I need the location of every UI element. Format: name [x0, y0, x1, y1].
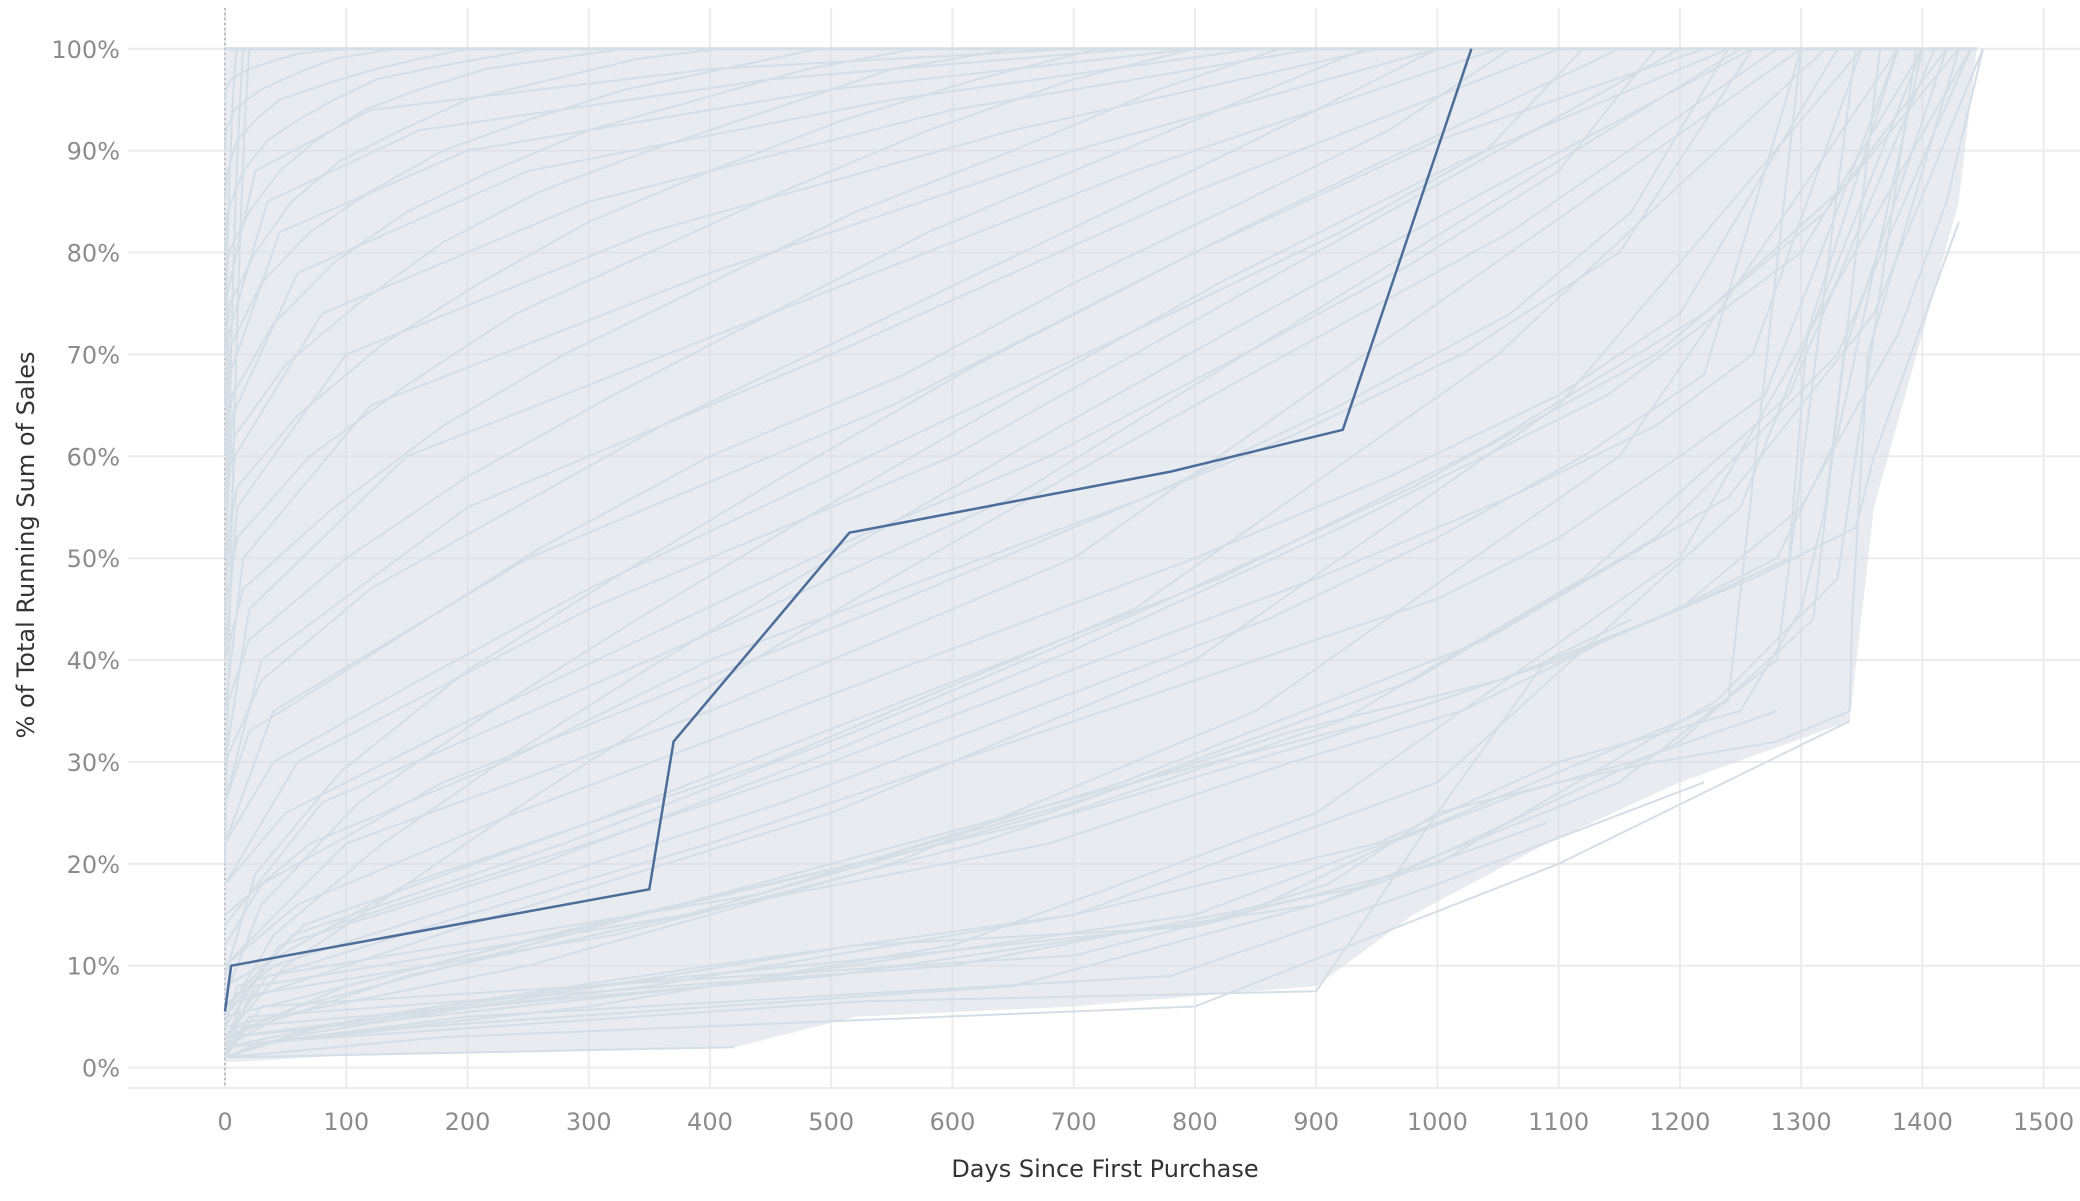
x-tick-label: 1500 [2013, 1108, 2074, 1136]
background-series-line [224, 47, 1438, 763]
x-tick-label: 1200 [1649, 1108, 1710, 1136]
background-series-line [224, 48, 1803, 1008]
background-series-line [224, 47, 1196, 610]
background-series-line [224, 47, 917, 457]
background-series-line [224, 48, 239, 355]
background-series-line [224, 47, 1560, 803]
background-series-line [224, 48, 1936, 1048]
background-series-line [224, 47, 1742, 926]
y-tick-label: 40% [67, 647, 120, 675]
background-series-line [224, 1046, 735, 1059]
background-series-line [224, 48, 1584, 845]
y-tick-label: 50% [67, 545, 120, 573]
y-tick-label: 100% [51, 36, 120, 64]
highlighted-series-group [223, 48, 1473, 1012]
background-series-line [224, 47, 1511, 804]
x-tick-label: 0 [217, 1108, 232, 1136]
background-series-line [224, 47, 1705, 977]
background-series-line [224, 48, 1730, 916]
x-tick-label: 400 [687, 1108, 733, 1136]
background-series-line [224, 48, 1924, 1039]
highlighted-series-line [223, 48, 1473, 1012]
x-tick-label: 900 [1293, 1108, 1339, 1136]
background-series-line [224, 47, 820, 406]
y-tick-label: 20% [67, 851, 120, 879]
background-series-line [224, 48, 1839, 967]
y-axis-ticks: 0% 10% 20% 30% 40% 50% 60% 70% 80% 90% 100% [51, 36, 120, 1083]
x-tick-label: 600 [930, 1108, 976, 1136]
x-tick-label: 800 [1172, 1108, 1218, 1136]
background-series-line [224, 47, 1366, 712]
background-series-line [224, 47, 1074, 406]
background-series-line [224, 48, 1960, 1008]
background-series-line [224, 47, 1196, 508]
x-tick-label: 1000 [1407, 1108, 1468, 1136]
background-series-density [225, 48, 1977, 1063]
y-tick-label: 80% [67, 240, 120, 268]
background-series-line [224, 47, 1729, 997]
background-series-line [224, 47, 1378, 661]
background-series-line [224, 48, 1984, 1038]
background-series-line [224, 48, 1900, 1028]
background-series-line [224, 47, 1135, 457]
background-series-line [224, 48, 1657, 885]
y-tick-label: 60% [67, 443, 120, 471]
background-series-line [224, 822, 1547, 1049]
x-tick-label: 700 [1051, 1108, 1097, 1136]
y-tick-label: 30% [67, 749, 120, 777]
y-tick-label: 10% [67, 953, 120, 981]
background-series-line [224, 720, 1851, 1059]
background-series-line [224, 47, 1620, 844]
background-series-line [224, 47, 1438, 712]
x-tick-label: 300 [566, 1108, 612, 1136]
background-series-line [224, 47, 1281, 661]
x-tick-label: 1300 [1771, 1108, 1832, 1136]
background-series-line [224, 47, 723, 355]
y-tick-label: 0% [82, 1055, 120, 1083]
background-series-line [224, 48, 1924, 1028]
background-series-line [224, 47, 395, 151]
background-series-line [224, 48, 1984, 1018]
background-series-line [224, 47, 1256, 559]
background-series-line [224, 47, 1499, 763]
x-axis-ticks: 0 100 200 300 400 500 600 700 800 900 1000 1100 1200… [217, 1108, 2074, 1136]
x-tick-label: 200 [445, 1108, 491, 1136]
background-series-line [224, 781, 1705, 1049]
y-tick-label: 90% [67, 138, 120, 166]
background-series-line [224, 48, 1918, 1058]
background-series-line [224, 47, 1754, 1018]
background-series-line [224, 47, 1778, 1038]
background-series-group [224, 47, 1984, 1063]
background-series-line [224, 47, 468, 202]
background-series-line [224, 48, 245, 661]
x-tick-label: 1100 [1528, 1108, 1589, 1136]
background-series-line [224, 48, 1863, 1008]
background-series-line [224, 47, 1802, 967]
background-series-line [224, 48, 1972, 1048]
background-series-line [224, 48, 1948, 1018]
background-series-line [224, 47, 1681, 885]
y-axis-title: % of Total Running Sum of Sales [12, 352, 40, 739]
background-series-line [224, 48, 1754, 946]
x-tick-label: 500 [808, 1108, 854, 1136]
x-tick-label: 100 [323, 1108, 369, 1136]
background-series-line [224, 47, 1099, 559]
x-tick-label: 1400 [1892, 1108, 1953, 1136]
y-tick-label: 70% [67, 341, 120, 369]
background-series-line [224, 48, 1863, 987]
x-axis-title: Days Since First Purchase [951, 1155, 1258, 1183]
background-series-line [224, 48, 1827, 987]
background-series-line [224, 48, 1899, 1028]
background-series-line [224, 47, 347, 100]
background-series-line [224, 48, 251, 864]
